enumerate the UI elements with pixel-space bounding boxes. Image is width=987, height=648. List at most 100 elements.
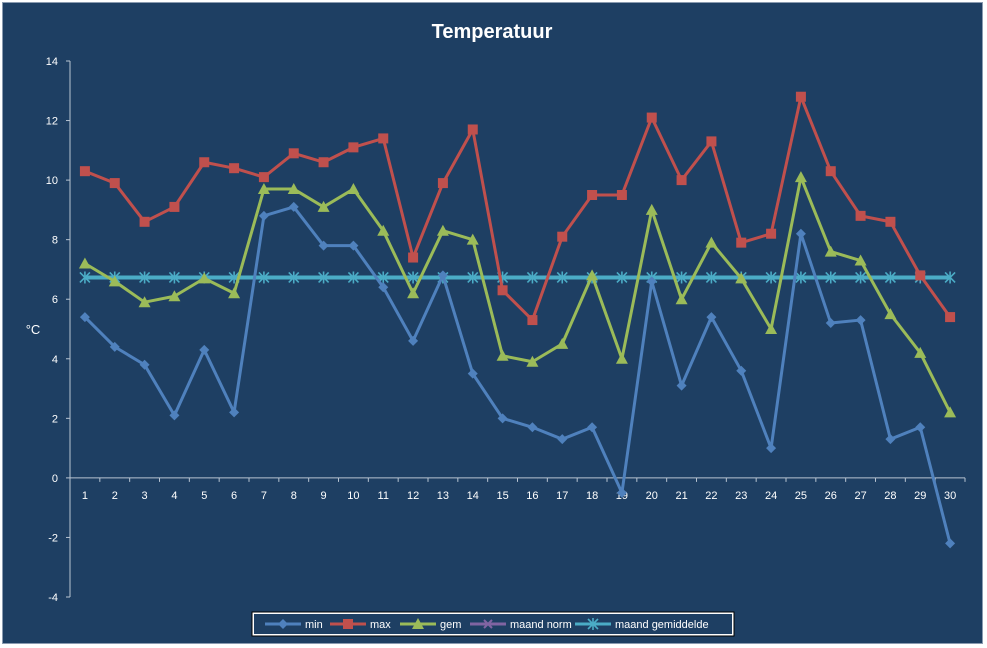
point-gem bbox=[466, 233, 479, 245]
legend-item-min: min bbox=[265, 619, 323, 631]
x-tick-label: 17 bbox=[556, 490, 568, 502]
point-maand-gemiddelde bbox=[855, 271, 867, 284]
point-max bbox=[736, 237, 747, 248]
point-max bbox=[885, 216, 896, 227]
point-maand-gemiddelde bbox=[676, 271, 688, 284]
point-min bbox=[229, 407, 240, 418]
x-tick-label: 5 bbox=[201, 490, 207, 502]
x-tick-label: 8 bbox=[291, 490, 297, 502]
point-min bbox=[139, 359, 150, 370]
y-axis-label: °C bbox=[26, 322, 41, 337]
point-min bbox=[766, 443, 777, 454]
legend-item-max: max bbox=[330, 619, 391, 631]
legend-label: min bbox=[305, 619, 323, 631]
point-max bbox=[348, 142, 359, 153]
series-maand-gemiddelde bbox=[79, 271, 956, 284]
x-tick-label: 22 bbox=[705, 490, 717, 502]
chart-title: Temperatuur bbox=[432, 21, 553, 43]
point-maand-gemiddelde bbox=[139, 271, 151, 284]
legend-item-maand-gemiddelde: maand gemiddelde bbox=[575, 618, 709, 631]
point-min bbox=[736, 365, 747, 376]
point-max bbox=[825, 166, 836, 177]
point-max bbox=[557, 231, 568, 242]
point-min bbox=[527, 422, 538, 433]
y-tick-label: 6 bbox=[52, 294, 58, 306]
point-max bbox=[646, 112, 657, 123]
x-tick-label: 16 bbox=[526, 490, 538, 502]
x-tick-label: 27 bbox=[854, 490, 866, 502]
x-tick-label: 12 bbox=[407, 490, 419, 502]
legend-item-maand-norm: maand norm bbox=[470, 619, 572, 631]
series-line-max bbox=[84, 95, 952, 322]
point-max bbox=[676, 175, 687, 186]
point-gem bbox=[615, 352, 628, 364]
point-gem bbox=[287, 183, 300, 195]
point-gem bbox=[824, 245, 837, 257]
point-min bbox=[855, 315, 866, 326]
y-tick-label: 4 bbox=[52, 354, 58, 366]
point-gem bbox=[556, 337, 569, 349]
point-min bbox=[318, 240, 329, 251]
point-min bbox=[587, 422, 598, 433]
point-gem bbox=[496, 349, 509, 361]
legend-swatch-marker bbox=[412, 618, 424, 629]
point-max bbox=[795, 91, 806, 102]
point-gem bbox=[407, 287, 420, 299]
x-tick-label: 30 bbox=[944, 490, 956, 502]
point-maand-gemiddelde bbox=[168, 271, 180, 284]
x-tick-label: 20 bbox=[646, 490, 658, 502]
x-tick-label: 1 bbox=[82, 490, 88, 502]
point-min bbox=[915, 422, 926, 433]
x-tick-label: 11 bbox=[378, 490, 389, 502]
x-tick-label: 25 bbox=[795, 490, 807, 502]
point-gem bbox=[884, 308, 897, 320]
point-max bbox=[408, 252, 419, 263]
point-max bbox=[587, 190, 598, 200]
point-min bbox=[616, 487, 627, 498]
legend-swatch-marker bbox=[587, 618, 599, 630]
point-max bbox=[378, 133, 389, 144]
point-max bbox=[169, 201, 180, 212]
point-max bbox=[139, 216, 150, 227]
point-gem bbox=[138, 296, 151, 308]
y-tick-label: -4 bbox=[48, 592, 58, 604]
point-min bbox=[706, 312, 717, 323]
x-tick-label: 2 bbox=[112, 490, 118, 502]
x-tick-label: 21 bbox=[675, 490, 687, 502]
legend-swatch-marker bbox=[343, 619, 353, 629]
point-gem bbox=[645, 203, 658, 215]
point-maand-gemiddelde bbox=[556, 271, 568, 284]
legend-item-gem: gem bbox=[400, 618, 461, 631]
point-maand-gemiddelde bbox=[258, 271, 270, 284]
series-gem bbox=[78, 171, 957, 418]
point-min bbox=[557, 434, 568, 445]
point-max bbox=[109, 178, 120, 189]
point-gem bbox=[317, 200, 330, 212]
point-gem bbox=[436, 224, 449, 236]
series-max bbox=[79, 91, 956, 326]
point-maand-gemiddelde bbox=[79, 271, 91, 284]
point-min bbox=[288, 201, 299, 212]
point-gem bbox=[257, 183, 270, 195]
x-tick-label: 24 bbox=[765, 490, 777, 502]
legend-swatch-marker bbox=[278, 619, 288, 629]
point-max bbox=[318, 157, 329, 168]
point-min bbox=[825, 318, 836, 329]
point-max bbox=[616, 190, 627, 200]
point-gem bbox=[168, 290, 181, 302]
y-tick-label: 8 bbox=[52, 235, 58, 247]
point-maand-gemiddelde bbox=[825, 271, 837, 284]
point-maand-gemiddelde bbox=[705, 271, 717, 284]
point-min bbox=[437, 270, 448, 281]
point-max bbox=[497, 285, 508, 296]
point-gem bbox=[735, 272, 748, 284]
x-tick-label: 7 bbox=[261, 490, 267, 502]
point-min bbox=[79, 312, 90, 323]
point-max bbox=[258, 172, 269, 183]
point-max bbox=[199, 157, 210, 168]
point-gem bbox=[78, 257, 91, 269]
point-gem bbox=[914, 346, 927, 358]
point-maand-gemiddelde bbox=[318, 271, 330, 284]
